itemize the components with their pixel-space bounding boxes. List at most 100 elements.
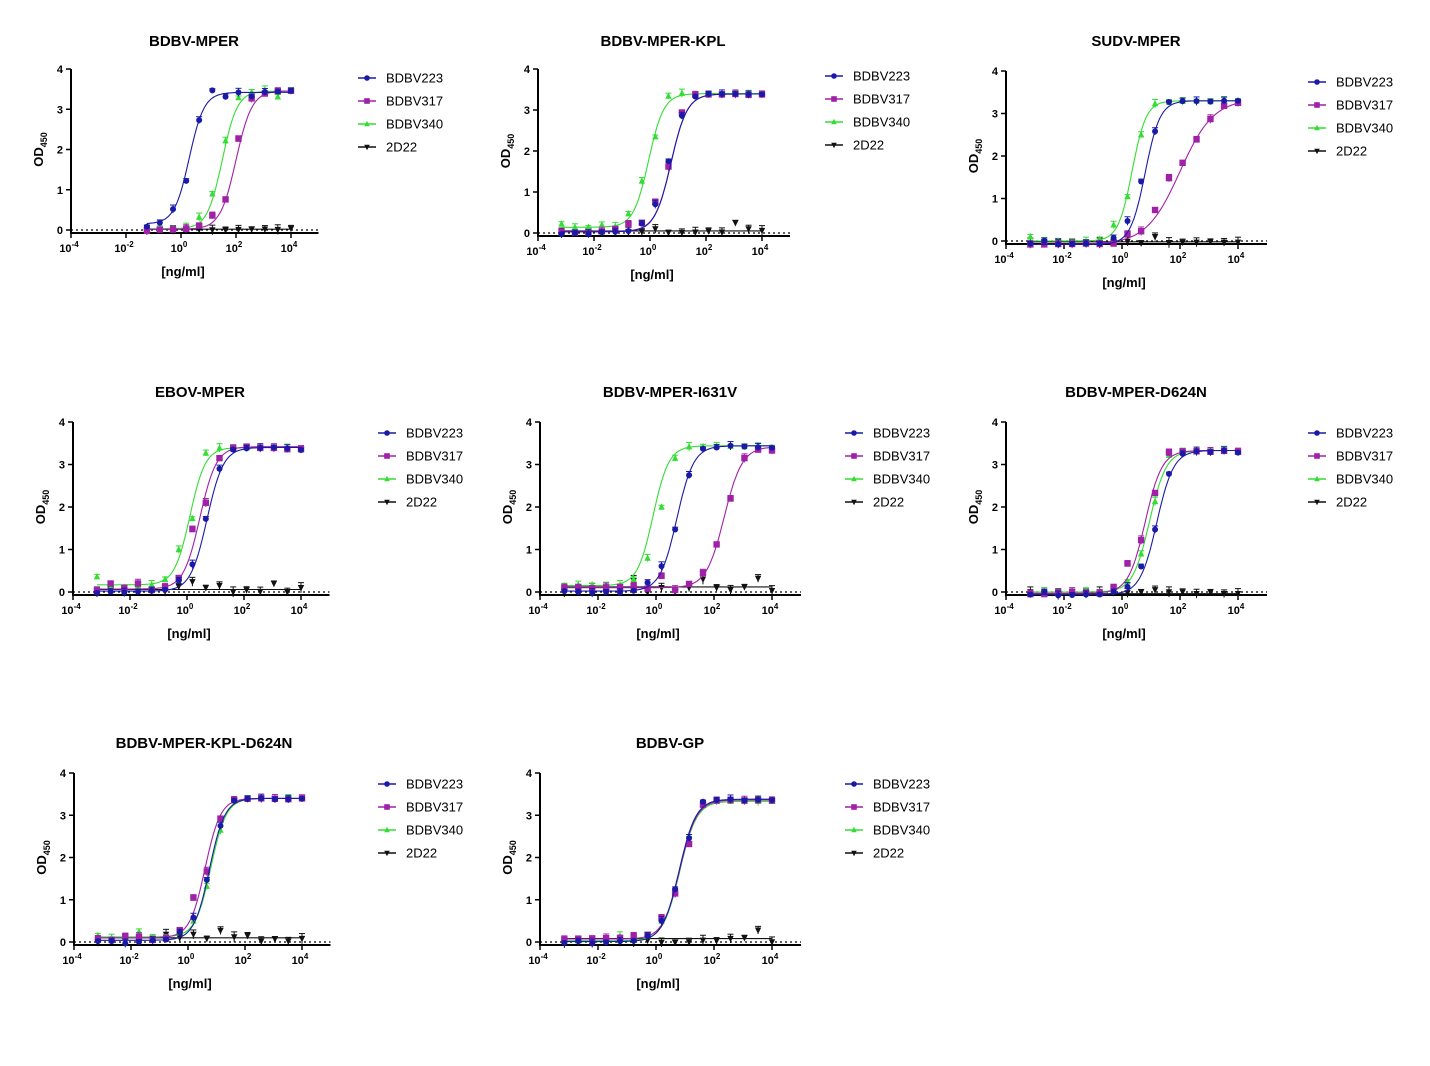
series-BDBV317 bbox=[561, 446, 776, 595]
data-point bbox=[1179, 98, 1186, 105]
data-point bbox=[1151, 206, 1159, 214]
series-BDBV340 bbox=[1027, 445, 1242, 597]
data-point bbox=[189, 514, 196, 522]
data-point bbox=[671, 454, 679, 461]
data-point bbox=[1110, 589, 1117, 595]
y-tick-label: 2 bbox=[992, 151, 998, 163]
series-BDBV340 bbox=[93, 443, 305, 591]
x-tick-label: 104 bbox=[291, 602, 308, 617]
data-point bbox=[217, 927, 224, 935]
data-point bbox=[1179, 159, 1186, 166]
data-point bbox=[202, 449, 210, 456]
y-tick-label: 1 bbox=[992, 194, 998, 206]
data-point bbox=[189, 525, 196, 533]
y-tick-label: 2 bbox=[526, 853, 532, 865]
data-point bbox=[1124, 192, 1131, 200]
data-point bbox=[230, 934, 238, 941]
legend-label: BDBV340 bbox=[1336, 472, 1393, 487]
data-point bbox=[1027, 591, 1034, 598]
legend-label: 2D22 bbox=[853, 138, 884, 153]
y-tick-label: 1 bbox=[524, 187, 530, 199]
fit-curve bbox=[97, 797, 302, 938]
data-point bbox=[285, 796, 292, 803]
x-axis-label: [ng/ml] bbox=[1102, 275, 1145, 290]
fit-curve bbox=[561, 93, 762, 233]
data-point bbox=[718, 91, 725, 98]
y-tick-label: 4 bbox=[59, 417, 66, 429]
data-point bbox=[745, 226, 752, 233]
data-point bbox=[1110, 583, 1117, 591]
data-point bbox=[713, 585, 720, 592]
data-point bbox=[558, 231, 565, 238]
chart-title: SUDV-MPER bbox=[1091, 33, 1180, 50]
fit-curve bbox=[564, 799, 772, 940]
data-point bbox=[235, 135, 242, 142]
legend-label: BDBV223 bbox=[406, 777, 463, 792]
legend-label: BDBV223 bbox=[853, 69, 910, 84]
chart-panel-6: BDBV-MPER-D624N 0 1 2 3 4 10-4 10-2 100 102 104 [ng… bbox=[966, 384, 1393, 641]
data-point bbox=[602, 934, 610, 942]
data-point bbox=[288, 87, 294, 94]
data-point bbox=[270, 580, 278, 588]
legend-label: BDBV340 bbox=[386, 117, 443, 132]
x-axis-label: [ng/ml] bbox=[168, 976, 211, 991]
x-tick-label: 104 bbox=[292, 952, 309, 967]
data-point bbox=[297, 585, 305, 592]
data-point bbox=[274, 226, 281, 234]
data-point bbox=[183, 177, 190, 184]
fit-curve bbox=[564, 800, 772, 942]
data-point bbox=[692, 229, 699, 236]
legend-label: BDBV340 bbox=[406, 823, 463, 838]
legend-label: BDBV340 bbox=[1336, 121, 1393, 136]
data-point bbox=[299, 795, 305, 802]
data-point bbox=[1314, 430, 1320, 436]
y-axis-label: OD450 bbox=[966, 139, 984, 174]
data-point bbox=[1193, 239, 1200, 246]
data-point bbox=[1165, 240, 1173, 247]
data-point bbox=[121, 589, 128, 596]
legend-label: 2D22 bbox=[386, 140, 417, 155]
data-point bbox=[1137, 589, 1145, 596]
data-point bbox=[1207, 115, 1214, 123]
y-tick-label: 0 bbox=[526, 587, 532, 599]
data-point bbox=[589, 589, 596, 596]
data-point bbox=[202, 499, 210, 506]
data-point bbox=[768, 588, 776, 595]
legend-label: BDBV340 bbox=[853, 115, 910, 130]
data-point bbox=[672, 526, 679, 533]
x-tick-label: 10-2 bbox=[1052, 602, 1072, 617]
legend-item: BDBV223 bbox=[1308, 75, 1393, 90]
legend-item: 2D22 bbox=[358, 140, 417, 155]
x-tick-label: 10-2 bbox=[582, 243, 602, 258]
data-point bbox=[665, 92, 672, 99]
data-point bbox=[135, 939, 142, 945]
x-tick-label: 10-2 bbox=[586, 602, 606, 617]
data-point bbox=[705, 228, 712, 235]
series-BDBV340 bbox=[143, 85, 295, 233]
data-point bbox=[384, 781, 390, 787]
data-point bbox=[93, 589, 100, 596]
legend-item: BDBV340 bbox=[1308, 472, 1393, 487]
y-tick-label: 0 bbox=[60, 937, 66, 949]
data-point bbox=[1137, 228, 1145, 235]
data-point bbox=[209, 227, 216, 234]
legend-item: BDBV317 bbox=[378, 449, 463, 464]
legend-item: BDBV340 bbox=[358, 117, 443, 132]
y-tick-label: 2 bbox=[57, 145, 63, 157]
data-point bbox=[658, 563, 665, 570]
data-point bbox=[1207, 449, 1214, 456]
data-point bbox=[561, 939, 568, 946]
x-axis-label: [ng/ml] bbox=[636, 976, 679, 991]
legend-item: BDBV317 bbox=[1308, 449, 1393, 464]
x-tick-label: 100 bbox=[178, 952, 195, 967]
data-point bbox=[652, 132, 659, 140]
data-point bbox=[216, 454, 223, 462]
y-tick-label: 1 bbox=[60, 895, 66, 907]
data-point bbox=[190, 931, 197, 939]
data-point bbox=[222, 227, 229, 234]
legend-label: BDBV223 bbox=[386, 71, 443, 86]
data-point bbox=[195, 222, 203, 229]
legend-label: BDBV317 bbox=[1336, 98, 1393, 113]
chart-title: BDBV-MPER-KPL-D624N bbox=[116, 735, 293, 752]
data-point bbox=[699, 445, 706, 452]
